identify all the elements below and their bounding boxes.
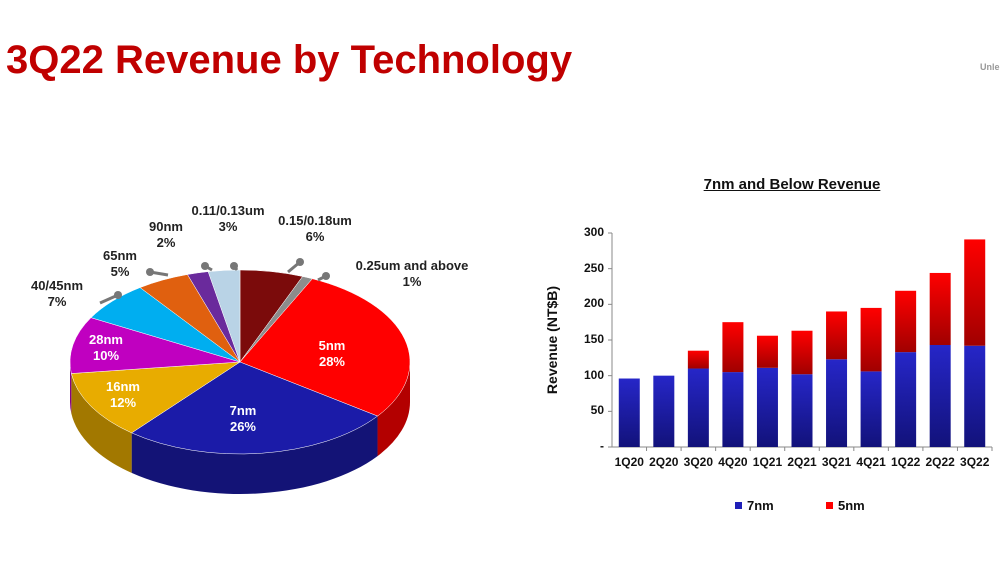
bar-7nm-3Q22 bbox=[964, 345, 986, 447]
pie-label-name: 0.15/0.18um bbox=[278, 213, 352, 228]
pie-slice-7nm bbox=[131, 361, 379, 455]
bar-5nm-4Q20 bbox=[722, 322, 744, 373]
pie-label-pct: 26% bbox=[229, 419, 257, 434]
y-tick-label: 100 bbox=[583, 367, 604, 382]
pie-label-name: 7nm bbox=[229, 403, 257, 418]
page-title: 3Q22 Revenue by Technology bbox=[6, 38, 573, 82]
legend-label-7nm: 7nm bbox=[747, 498, 774, 513]
pie-side-5 bbox=[70, 362, 72, 414]
pie-label-pct: 1% bbox=[402, 274, 422, 289]
pie-label-6: 40/45nm 7% bbox=[31, 278, 83, 310]
bar-5nm-3Q22 bbox=[964, 239, 986, 346]
bar-7nm-2Q20 bbox=[653, 375, 675, 447]
y-tick-label: - bbox=[600, 439, 604, 453]
x-tick-label: 2Q22 bbox=[925, 455, 955, 469]
pie-label-1: 0.25um and above 1% bbox=[356, 258, 469, 290]
x-tick-label: 1Q21 bbox=[752, 455, 783, 469]
pie-label-name: 40/45nm bbox=[30, 278, 84, 293]
pie-slice-5nm bbox=[239, 278, 411, 417]
y-tick-label: 300 bbox=[583, 225, 604, 239]
legend-item-5nm: 5nm bbox=[826, 498, 865, 513]
pie-label-name: 0.25um and above bbox=[355, 258, 469, 273]
pie-label-7: 65nm 5% bbox=[103, 248, 137, 280]
pie-label-5: 28nm 10% bbox=[89, 332, 123, 364]
pie-label-pct: 6% bbox=[305, 229, 325, 244]
x-tick-label: 1Q22 bbox=[890, 455, 921, 469]
pie-label-9: 0.11/0.13um 3% bbox=[192, 203, 265, 235]
x-tick-label: 1Q20 bbox=[614, 455, 644, 469]
pie-label-pct: 28% bbox=[318, 354, 346, 369]
pie-slice-28nm bbox=[69, 317, 241, 374]
pie-label-4: 16nm 12% bbox=[106, 379, 140, 411]
x-tick-label: 3Q21 bbox=[821, 455, 852, 469]
x-tick-label: 3Q22 bbox=[960, 455, 990, 469]
pie-label-name: 65nm bbox=[103, 248, 137, 263]
bar-5nm-3Q21 bbox=[826, 311, 848, 360]
x-tick-label: 2Q20 bbox=[649, 455, 679, 469]
corner-text: Unle bbox=[980, 62, 1000, 72]
pie-slice-16nm bbox=[71, 361, 241, 434]
bar-7nm-4Q20 bbox=[722, 372, 744, 447]
pie-label-0: 0.15/0.18um 6% bbox=[278, 213, 352, 245]
legend-label-5nm: 5nm bbox=[838, 498, 865, 513]
bar-7nm-3Q20 bbox=[687, 368, 709, 447]
leader-dot-8 bbox=[201, 262, 209, 270]
pie-label-pct: 10% bbox=[92, 348, 120, 363]
bar-5nm-1Q22 bbox=[895, 290, 917, 353]
pie-label-name: 28nm bbox=[89, 332, 123, 347]
pie-side-4 bbox=[71, 373, 132, 473]
pie-label-name: 16nm bbox=[106, 379, 140, 394]
bar-7nm-2Q21 bbox=[791, 374, 813, 447]
x-tick-label: 2Q21 bbox=[787, 455, 817, 469]
pie-slice-0-11-0-13um bbox=[207, 269, 241, 363]
y-tick-label: 150 bbox=[583, 332, 604, 346]
pie-label-pct: 5% bbox=[110, 264, 130, 279]
pie-label-pct: 12% bbox=[109, 395, 137, 410]
bar-5nm-1Q21 bbox=[756, 335, 778, 368]
x-tick-label: 4Q20 bbox=[718, 455, 748, 469]
bar-5nm-2Q21 bbox=[791, 330, 813, 375]
bar-7nm-1Q22 bbox=[895, 352, 917, 447]
pie-label-pct: 2% bbox=[156, 235, 176, 250]
bar-7nm-4Q21 bbox=[860, 371, 882, 447]
pie-label-pct: 7% bbox=[47, 294, 67, 309]
legend-swatch-5nm bbox=[826, 502, 833, 509]
pie-side-3 bbox=[131, 416, 378, 495]
leader-dot-6 bbox=[114, 291, 122, 299]
pie-label-2: 5nm 28% bbox=[319, 338, 346, 370]
bar-5nm-2Q22 bbox=[929, 272, 951, 345]
y-axis-label: Revenue (NT$B) bbox=[544, 285, 560, 395]
bar-7nm-1Q21 bbox=[756, 367, 778, 447]
y-tick-label: 200 bbox=[583, 296, 604, 311]
bar-chart-title: 7nm and Below Revenue bbox=[703, 176, 881, 193]
pie-label-name: 0.11/0.13um bbox=[191, 203, 265, 218]
bar-7nm-3Q21 bbox=[826, 359, 848, 447]
leader-dot-1 bbox=[322, 272, 330, 280]
pie-label-pct: 3% bbox=[218, 219, 238, 234]
x-tick-label: 3Q20 bbox=[683, 455, 714, 469]
bar-5nm-4Q21 bbox=[860, 307, 882, 372]
pie-side-2 bbox=[377, 362, 410, 457]
pie-label-8: 90nm 2% bbox=[149, 219, 183, 251]
bar-7nm-1Q20 bbox=[618, 378, 640, 447]
legend-item-7nm: 7nm bbox=[735, 498, 774, 513]
pie-label-3: 7nm 26% bbox=[230, 403, 257, 435]
x-tick-label: 4Q21 bbox=[856, 455, 886, 469]
bar-7nm-2Q22 bbox=[929, 344, 951, 447]
bar-5nm-3Q20 bbox=[687, 350, 709, 369]
y-tick-label: 50 bbox=[590, 403, 604, 418]
pie-label-name: 5nm bbox=[318, 338, 346, 353]
y-tick-label: 250 bbox=[583, 260, 604, 275]
leader-dot-7 bbox=[146, 268, 154, 276]
leader-dot-0 bbox=[296, 258, 304, 266]
pie-chart bbox=[69, 258, 411, 495]
leader-dot-9 bbox=[230, 262, 238, 270]
pie-label-name: 90nm bbox=[149, 219, 183, 234]
legend-swatch-7nm bbox=[735, 502, 742, 509]
